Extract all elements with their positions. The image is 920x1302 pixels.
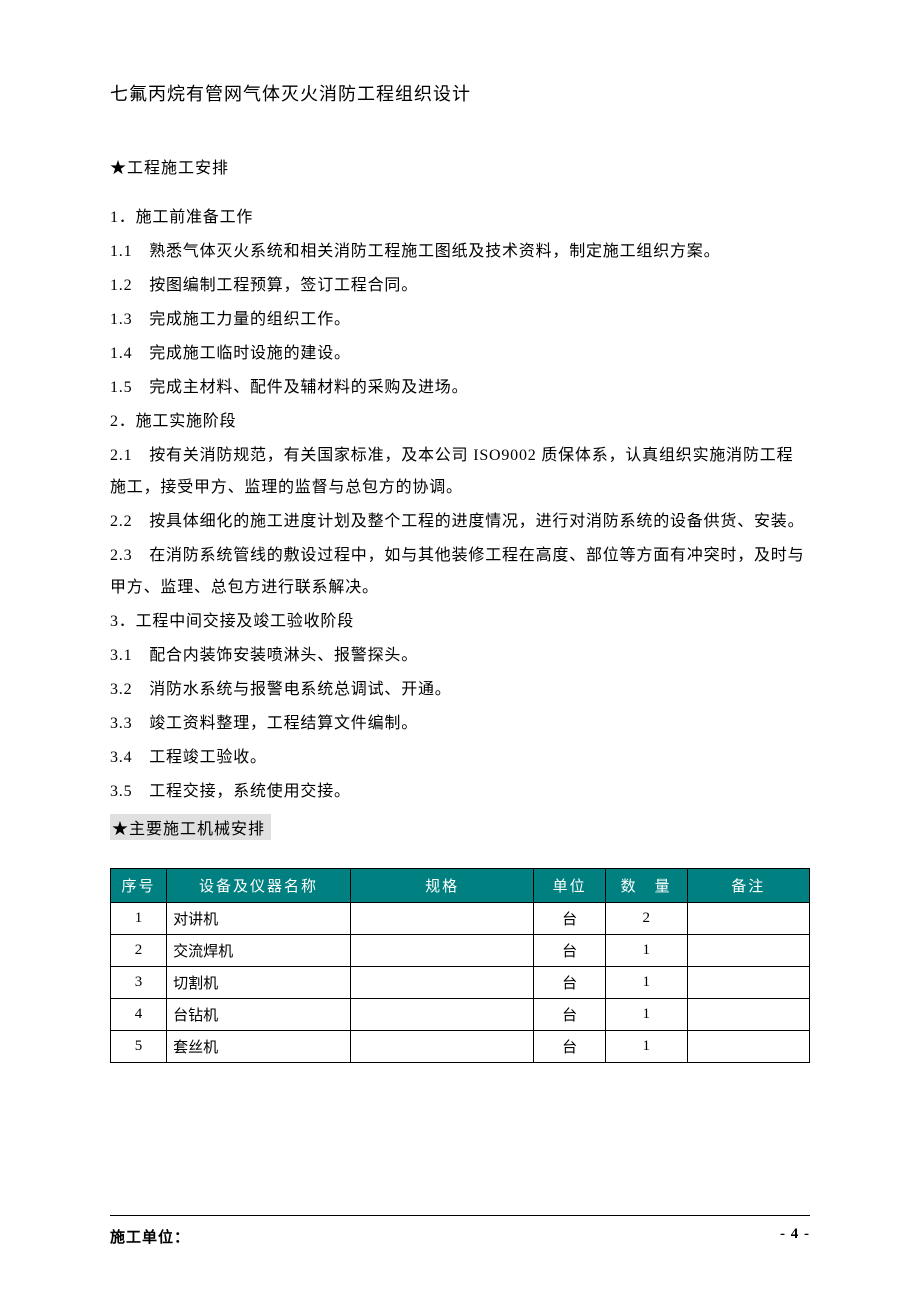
table-row: 4 台钻机 台 1 xyxy=(111,999,810,1031)
cell-note xyxy=(687,935,810,967)
section-heading-equipment: ★主要施工机械安排 xyxy=(110,810,810,860)
cell-seq: 3 xyxy=(111,967,167,999)
cell-seq: 2 xyxy=(111,935,167,967)
cell-name: 切割机 xyxy=(167,967,351,999)
body-line: 1.3 完成施工力量的组织工作。 xyxy=(110,304,810,336)
table-header-note: 备注 xyxy=(687,869,810,903)
section-heading-text: ★主要施工机械安排 xyxy=(110,814,271,840)
table-header-seq: 序号 xyxy=(111,869,167,903)
cell-qty: 2 xyxy=(605,903,687,935)
body-line: 2.2 按具体细化的施工进度计划及整个工程的进度情况，进行对消防系统的设备供货、… xyxy=(110,506,810,538)
footer-row: 施工单位： - 4 - xyxy=(110,1226,810,1247)
cell-spec xyxy=(350,1031,534,1063)
page-footer: 施工单位： - 4 - xyxy=(110,1215,810,1247)
cell-name: 对讲机 xyxy=(167,903,351,935)
cell-seq: 1 xyxy=(111,903,167,935)
body-line: 1.5 完成主材料、配件及辅材料的采购及进场。 xyxy=(110,372,810,404)
body-line: 2.1 按有关消防规范，有关国家标准，及本公司 ISO9002 质保体系，认真组… xyxy=(110,440,810,504)
cell-note xyxy=(687,1031,810,1063)
table-header-name: 设备及仪器名称 xyxy=(167,869,351,903)
cell-qty: 1 xyxy=(605,999,687,1031)
cell-unit: 台 xyxy=(534,967,605,999)
cell-note xyxy=(687,999,810,1031)
cell-spec xyxy=(350,903,534,935)
body-line: 3.2 消防水系统与报警电系统总调试、开通。 xyxy=(110,674,810,706)
cell-spec xyxy=(350,967,534,999)
footer-page-number: - 4 - xyxy=(780,1226,810,1247)
table-row: 5 套丝机 台 1 xyxy=(111,1031,810,1063)
table-header-row: 序号 设备及仪器名称 规格 单位 数 量 备注 xyxy=(111,869,810,903)
table-header-unit: 单位 xyxy=(534,869,605,903)
body-line: 1.4 完成施工临时设施的建设。 xyxy=(110,338,810,370)
cell-qty: 1 xyxy=(605,935,687,967)
section-heading-construction-plan: ★工程施工安排 xyxy=(110,154,810,178)
cell-qty: 1 xyxy=(605,967,687,999)
equipment-table: 序号 设备及仪器名称 规格 单位 数 量 备注 1 对讲机 台 2 2 交流焊机 xyxy=(110,868,810,1063)
body-line: 1．施工前准备工作 xyxy=(110,202,810,234)
table-row: 1 对讲机 台 2 xyxy=(111,903,810,935)
document-title: 七氟丙烷有管网气体灭火消防工程组织设计 xyxy=(110,80,810,106)
cell-note xyxy=(687,967,810,999)
footer-divider xyxy=(110,1215,810,1216)
body-line: 1.2 按图编制工程预算，签订工程合同。 xyxy=(110,270,810,302)
cell-name: 台钻机 xyxy=(167,999,351,1031)
cell-qty: 1 xyxy=(605,1031,687,1063)
body-line: 3．工程中间交接及竣工验收阶段 xyxy=(110,606,810,638)
cell-name: 套丝机 xyxy=(167,1031,351,1063)
cell-unit: 台 xyxy=(534,935,605,967)
cell-seq: 5 xyxy=(111,1031,167,1063)
cell-unit: 台 xyxy=(534,903,605,935)
cell-spec xyxy=(350,935,534,967)
cell-spec xyxy=(350,999,534,1031)
body-line: 2．施工实施阶段 xyxy=(110,406,810,438)
body-line: 2.3 在消防系统管线的敷设过程中，如与其他装修工程在高度、部位等方面有冲突时，… xyxy=(110,540,810,604)
body-line: 3.4 工程竣工验收。 xyxy=(110,742,810,774)
document-page: 七氟丙烷有管网气体灭火消防工程组织设计 ★工程施工安排 1．施工前准备工作 1.… xyxy=(0,0,920,1302)
body-line: 3.3 竣工资料整理，工程结算文件编制。 xyxy=(110,708,810,740)
cell-name: 交流焊机 xyxy=(167,935,351,967)
cell-seq: 4 xyxy=(111,999,167,1031)
footer-left: 施工单位： xyxy=(110,1226,190,1247)
body-line: 3.5 工程交接，系统使用交接。 xyxy=(110,776,810,808)
table-header-qty: 数 量 xyxy=(605,869,687,903)
cell-note xyxy=(687,903,810,935)
table-row: 2 交流焊机 台 1 xyxy=(111,935,810,967)
body-line: 3.1 配合内装饰安装喷淋头、报警探头。 xyxy=(110,640,810,672)
cell-unit: 台 xyxy=(534,999,605,1031)
section-heading-text: ★工程施工安排 xyxy=(110,160,229,177)
body-line: 1.1 熟悉气体灭火系统和相关消防工程施工图纸及技术资料，制定施工组织方案。 xyxy=(110,236,810,268)
cell-unit: 台 xyxy=(534,1031,605,1063)
table-header-spec: 规格 xyxy=(350,869,534,903)
table-row: 3 切割机 台 1 xyxy=(111,967,810,999)
section-a-body: 1．施工前准备工作 1.1 熟悉气体灭火系统和相关消防工程施工图纸及技术资料，制… xyxy=(110,202,810,808)
